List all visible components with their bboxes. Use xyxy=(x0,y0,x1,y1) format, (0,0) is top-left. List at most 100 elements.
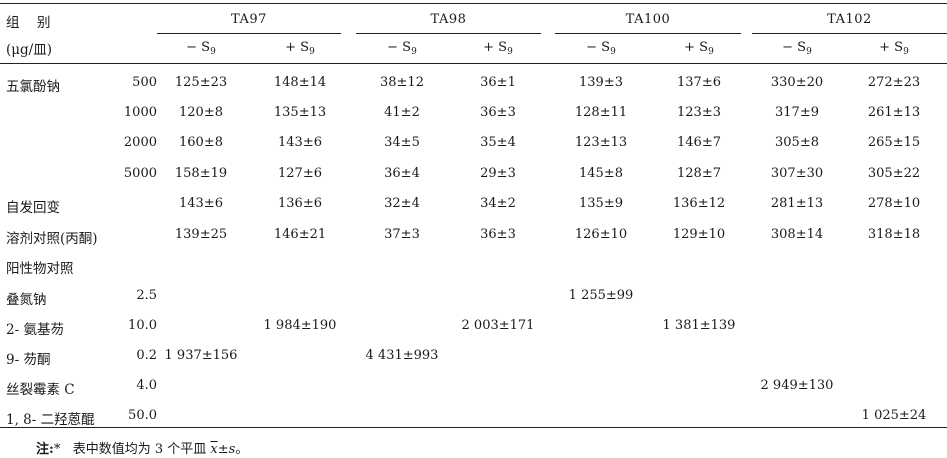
note-prefix: 注: xyxy=(36,442,54,457)
table-cell: 128±11 xyxy=(574,105,628,120)
row-dose: 4.0 xyxy=(136,378,157,393)
table-cell: 128±7 xyxy=(677,166,721,181)
table-cell: 143±6 xyxy=(278,135,322,150)
table-cell: 120±8 xyxy=(179,105,223,120)
table-cell: 139±3 xyxy=(579,75,623,90)
note-text: 表中数值均为 3 个平皿 xyxy=(72,442,207,457)
header-bottom-rule xyxy=(0,63,947,64)
table-cell: 1 025±24 xyxy=(861,408,927,423)
table-cell: 308±14 xyxy=(770,227,824,242)
table-cell: 148±14 xyxy=(273,75,327,90)
table-cell: 135±13 xyxy=(273,105,327,120)
note-s: s xyxy=(228,442,236,457)
row-label: 阳性物对照 xyxy=(6,261,74,277)
table-cell: 307±30 xyxy=(770,166,824,181)
table-cell: 35±4 xyxy=(480,135,516,150)
note-star: * xyxy=(53,442,61,457)
table-cell: 146±21 xyxy=(273,227,327,242)
table-cell: 136±12 xyxy=(672,196,726,211)
table-cell: 139±25 xyxy=(174,227,228,242)
row-dose: 10.0 xyxy=(128,318,157,333)
strain-header-ta97: TA97 xyxy=(231,12,267,27)
minus-s9-subheader: − S9 xyxy=(782,40,812,57)
table-cell: 330±20 xyxy=(770,75,824,90)
table-cell: 265±15 xyxy=(867,135,921,150)
table-cell: 160±8 xyxy=(179,135,223,150)
row-dose: 5000 xyxy=(123,166,157,181)
table-cell: 158±19 xyxy=(174,166,228,181)
plus-s9-subheader: + S9 xyxy=(684,40,714,57)
table-cell: 261±13 xyxy=(867,105,921,120)
minus-s9-subheader: − S9 xyxy=(586,40,616,57)
table-cell: 32±4 xyxy=(384,196,420,211)
strain-rule-ta97 xyxy=(157,33,341,34)
table-cell: 36±3 xyxy=(480,227,516,242)
row-label: 9- 芴酮 xyxy=(6,352,51,368)
row-label: 五氯酚钠 xyxy=(6,79,60,95)
table-cell: 36±3 xyxy=(480,105,516,120)
row-label: 丝裂霉素 C xyxy=(6,382,75,398)
row-dose: 1000 xyxy=(123,105,157,120)
table-cell: 34±5 xyxy=(384,135,420,150)
row-dose: 0.2 xyxy=(136,348,157,363)
strain-rule-ta102 xyxy=(752,33,947,34)
table-cell: 36±1 xyxy=(480,75,516,90)
table-cell: 137±6 xyxy=(677,75,721,90)
minus-s9-subheader: − S9 xyxy=(387,40,417,57)
top-rule xyxy=(0,3,947,4)
table-cell: 125±23 xyxy=(174,75,228,90)
row-dose: 50.0 xyxy=(128,408,157,423)
plus-s9-subheader: + S9 xyxy=(483,40,513,57)
strain-header-ta102: TA102 xyxy=(827,12,872,27)
table-cell: 36±4 xyxy=(384,166,420,181)
group-header: 组 别 xyxy=(6,15,53,31)
table-cell: 38±12 xyxy=(380,75,424,90)
strain-header-ta98: TA98 xyxy=(430,12,467,27)
table-cell: 143±6 xyxy=(179,196,223,211)
table-cell: 278±10 xyxy=(867,196,921,211)
row-label: 叠氮钠 xyxy=(6,292,47,308)
note-pm: ± xyxy=(217,442,229,457)
row-label: 自发回变 xyxy=(6,200,60,216)
table-cell: 129±10 xyxy=(672,227,726,242)
table-cell: 126±10 xyxy=(574,227,628,242)
table-cell: 1 937±156 xyxy=(164,348,238,363)
note-end: 。 xyxy=(235,442,249,457)
table-cell: 123±3 xyxy=(677,105,721,120)
strain-rule-ta98 xyxy=(356,33,541,34)
table-cell: 41±2 xyxy=(384,105,420,120)
row-label: 1, 8- 二羟蒽醌 xyxy=(6,412,95,428)
table-cell: 145±8 xyxy=(579,166,623,181)
plus-s9-subheader: + S9 xyxy=(879,40,909,57)
row-dose: 2.5 xyxy=(136,288,157,303)
table-cell: 272±23 xyxy=(867,75,921,90)
table-note: 注:* 表中数值均为 3 个平皿 x±s。 xyxy=(36,438,248,457)
note-xbar: x xyxy=(210,442,218,457)
table-cell: 305±22 xyxy=(867,166,921,181)
table-cell: 136±6 xyxy=(278,196,322,211)
row-dose: 2000 xyxy=(123,135,157,150)
strain-rule-ta100 xyxy=(555,33,741,34)
table-cell: 1 381±139 xyxy=(662,318,736,333)
table-cell: 2 003±171 xyxy=(461,318,535,333)
table-cell: 1 255±99 xyxy=(568,288,634,303)
strain-header-ta100: TA100 xyxy=(625,12,671,27)
table-cell: 146±7 xyxy=(677,135,721,150)
table-cell: 2 949±130 xyxy=(760,378,834,393)
table-cell: 135±9 xyxy=(579,196,623,211)
table-bottom-rule xyxy=(0,427,947,428)
table-cell: 318±18 xyxy=(867,227,921,242)
minus-s9-subheader: − S9 xyxy=(186,40,216,57)
table-cell: 37±3 xyxy=(384,227,420,242)
plus-s9-subheader: + S9 xyxy=(285,40,315,57)
table-cell: 4 431±993 xyxy=(365,348,439,363)
table-cell: 34±2 xyxy=(480,196,516,211)
table-cell: 317±9 xyxy=(775,105,819,120)
table-cell: 1 984±190 xyxy=(263,318,337,333)
row-label: 2- 氨基芴 xyxy=(6,322,64,338)
table-cell: 281±13 xyxy=(770,196,824,211)
table-cell: 305±8 xyxy=(775,135,819,150)
row-label: 溶剂对照(丙酮) xyxy=(6,231,98,247)
table-cell: 127±6 xyxy=(278,166,322,181)
table-cell: 29±3 xyxy=(480,166,516,181)
